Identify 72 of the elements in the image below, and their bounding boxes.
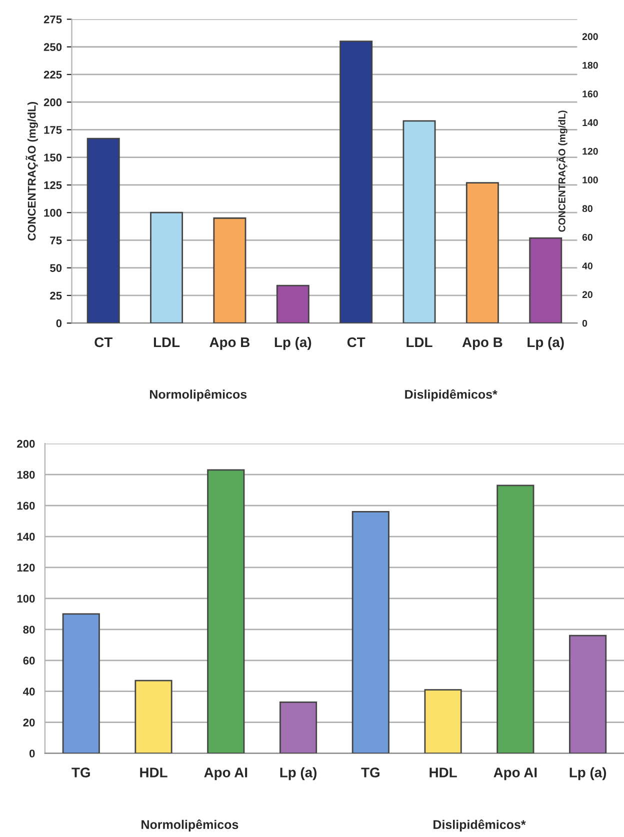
- x-tick-label: Apo B: [210, 337, 250, 350]
- bar: [134, 680, 172, 754]
- y-tick-label: 100: [44, 208, 62, 217]
- y-tick-label: 50: [50, 264, 62, 272]
- x-tick-label: Apo B: [462, 337, 502, 350]
- x-tick-label: CT: [347, 337, 366, 348]
- y2-tick-label: 200: [582, 33, 598, 40]
- text: Dislipidêmicos*: [405, 389, 498, 402]
- bar: [466, 182, 499, 324]
- x-tick-label: Apo AI: [204, 768, 248, 780]
- bar: [569, 634, 607, 754]
- y-tick-label: 80: [23, 626, 35, 634]
- y-tick-label: 40: [23, 688, 35, 696]
- bar: [402, 120, 436, 324]
- y2-tick-label: 80: [582, 205, 592, 212]
- y-tick-label: 20: [23, 718, 35, 726]
- y-tick-label: 180: [17, 470, 35, 479]
- bar: [279, 702, 318, 754]
- x-tick-label: Lp (a): [274, 336, 312, 350]
- y-tick-label: 200: [17, 440, 35, 448]
- bar: [424, 689, 462, 754]
- x-tick-label: HDL: [430, 768, 457, 778]
- x-tick-label: Lp (a): [528, 336, 564, 350]
- bar: [207, 469, 245, 754]
- x-tick-label: CT: [94, 337, 112, 348]
- bar: [352, 511, 390, 754]
- y-tick-label: 60: [23, 656, 35, 665]
- y-tick-label: 200: [44, 98, 62, 106]
- text: Normolipêmicos: [150, 389, 247, 402]
- y-tick-label: 0: [56, 319, 62, 328]
- y-axis-title: CONCENTRAÇÃO (mg/dL): [26, 102, 38, 240]
- x-tick-label: LDL: [154, 337, 180, 348]
- y-tick-label: 120: [17, 564, 35, 572]
- bar: [340, 40, 373, 324]
- x-tick-label: Lp (a): [570, 767, 606, 780]
- y-tick-label: 125: [44, 181, 62, 190]
- y-tick-label: 150: [44, 154, 62, 162]
- y2-tick-label: 60: [582, 234, 592, 241]
- y-tick-label: 140: [17, 532, 35, 541]
- x-tick-label: LDL: [406, 337, 432, 348]
- bar: [86, 138, 120, 324]
- x-tick-label: Apo AI: [494, 768, 537, 780]
- x-tick-label: Lp (a): [280, 767, 316, 780]
- y2-tick-label: 40: [582, 262, 592, 270]
- bar: [496, 484, 534, 754]
- text: Dislipidêmicos*: [434, 820, 526, 832]
- y2-tick-label: 160: [582, 90, 598, 98]
- y2-axis-title: CONCENTRAÇÃO (mg/dL): [556, 110, 568, 232]
- y-tick-label: 160: [17, 502, 35, 510]
- bar: [276, 284, 310, 324]
- x-tick-label: TG: [72, 768, 90, 778]
- y2-tick-label: 120: [582, 148, 598, 155]
- y2-tick-label: 100: [582, 176, 598, 184]
- text: Normolipêmicos: [142, 820, 238, 832]
- bar: [150, 212, 184, 324]
- y2-tick-label: 180: [582, 62, 598, 69]
- bar: [62, 613, 100, 754]
- y-tick-label: 225: [44, 70, 62, 79]
- bar: [213, 217, 246, 324]
- y-tick-label: 250: [44, 43, 62, 52]
- bar: [529, 237, 562, 324]
- y-tick-label: 0: [29, 750, 35, 758]
- x-tick-label: HDL: [140, 768, 168, 778]
- y-tick-label: 75: [50, 236, 62, 244]
- y-tick-label: 100: [17, 594, 35, 603]
- y2-tick-label: 0: [582, 320, 588, 327]
- y2-tick-label: 20: [582, 291, 592, 298]
- y-tick-label: 275: [44, 16, 62, 24]
- y-tick-label: 175: [44, 126, 62, 134]
- y-tick-label: 25: [50, 292, 62, 300]
- x-tick-label: TG: [361, 768, 380, 778]
- y2-tick-label: 140: [582, 119, 598, 126]
